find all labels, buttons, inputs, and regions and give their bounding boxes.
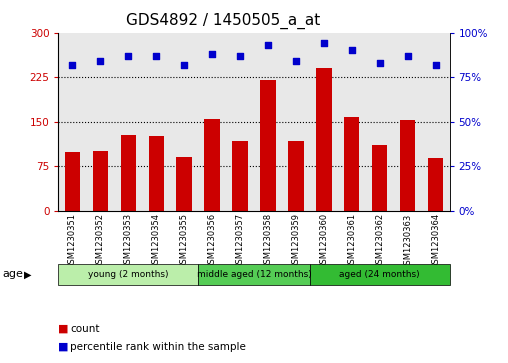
- Bar: [120, 135, 136, 211]
- Text: middle aged (12 months): middle aged (12 months): [197, 270, 311, 279]
- Point: [180, 62, 188, 68]
- Point: [375, 60, 384, 66]
- Bar: [92, 151, 108, 211]
- Bar: [232, 140, 248, 211]
- Point: [152, 53, 160, 59]
- Point: [124, 53, 132, 59]
- Bar: [344, 117, 360, 211]
- Bar: [65, 152, 80, 211]
- Bar: [204, 119, 220, 211]
- Bar: [428, 158, 443, 211]
- Point: [236, 53, 244, 59]
- Text: ■: ■: [58, 342, 69, 352]
- Point: [403, 53, 411, 59]
- Bar: [316, 68, 332, 211]
- Text: GDS4892 / 1450505_a_at: GDS4892 / 1450505_a_at: [126, 13, 321, 29]
- Bar: [372, 145, 388, 211]
- Point: [264, 42, 272, 48]
- Bar: [288, 140, 304, 211]
- Text: percentile rank within the sample: percentile rank within the sample: [70, 342, 246, 352]
- Bar: [260, 80, 276, 211]
- Text: ■: ■: [58, 323, 69, 334]
- Point: [292, 58, 300, 64]
- Bar: [310, 264, 450, 285]
- Text: age: age: [3, 269, 23, 280]
- Point: [320, 40, 328, 46]
- Point: [68, 62, 76, 68]
- Text: count: count: [70, 323, 100, 334]
- Bar: [400, 120, 416, 211]
- Text: aged (24 months): aged (24 months): [339, 270, 420, 279]
- Text: ▶: ▶: [24, 269, 32, 280]
- Bar: [198, 264, 310, 285]
- Bar: [148, 136, 164, 211]
- Bar: [176, 157, 192, 211]
- Point: [347, 48, 356, 53]
- Point: [431, 62, 439, 68]
- Text: young (2 months): young (2 months): [88, 270, 169, 279]
- Point: [96, 58, 104, 64]
- Bar: [58, 264, 198, 285]
- Point: [208, 51, 216, 57]
